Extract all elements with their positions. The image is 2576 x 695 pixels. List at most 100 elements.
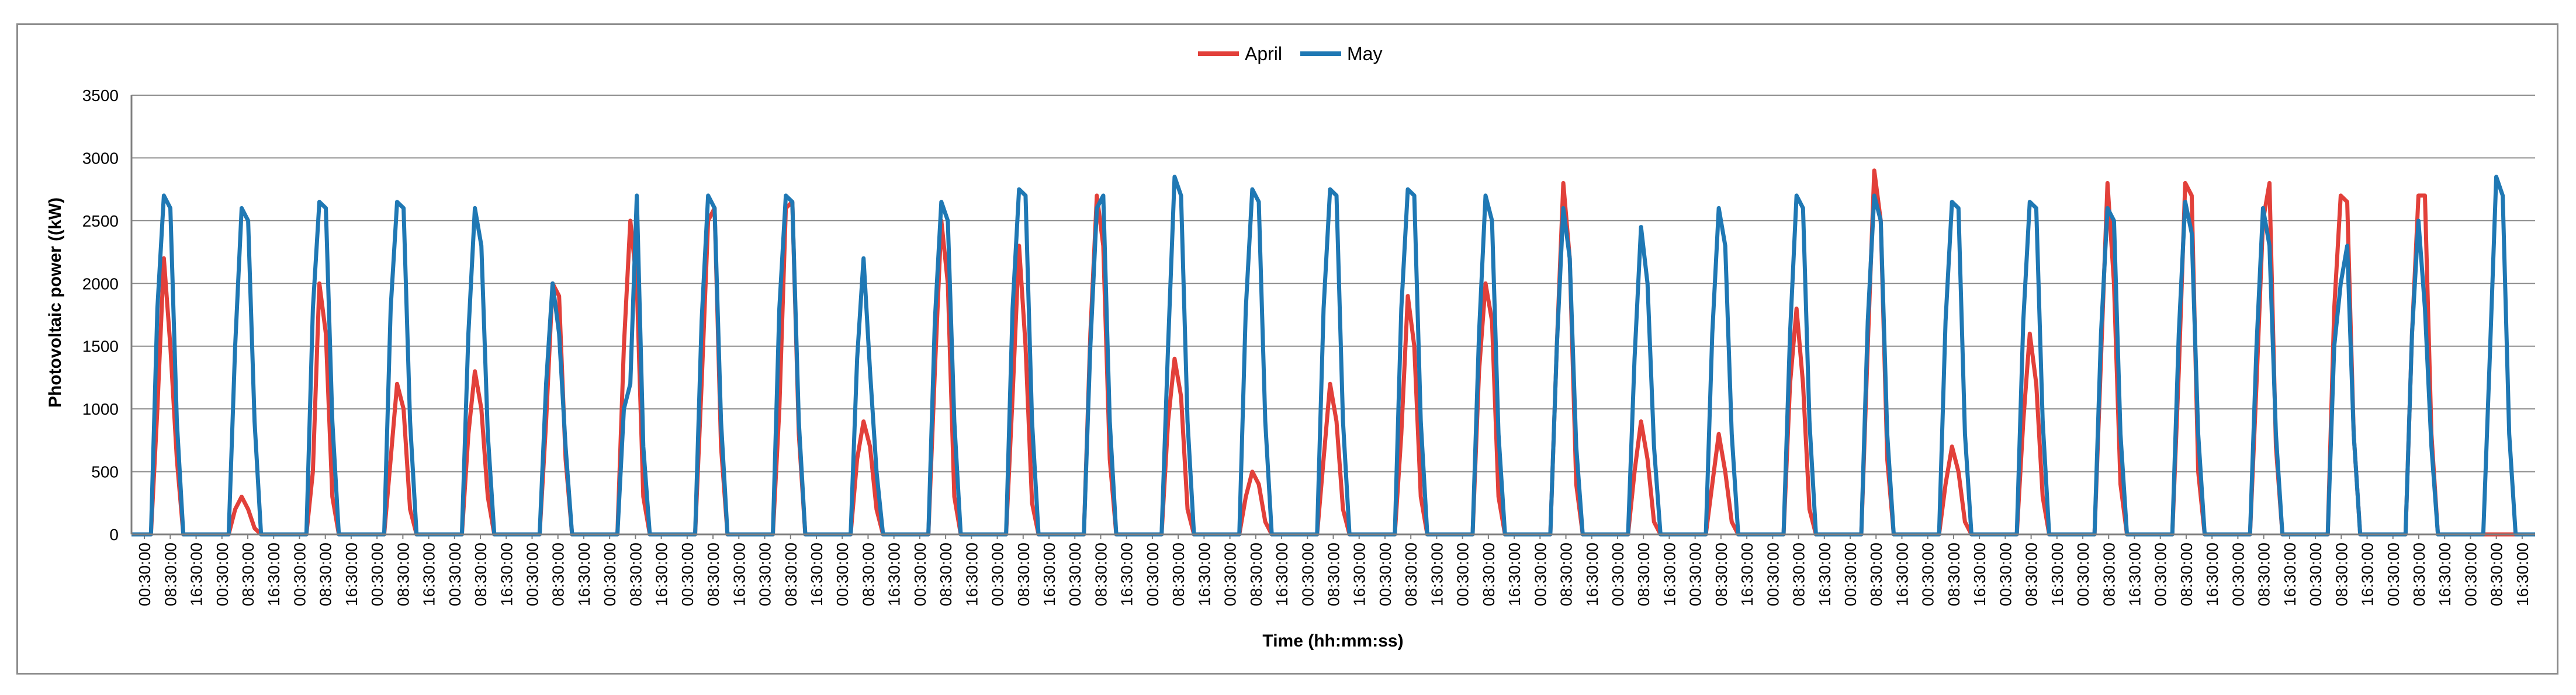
x-tick-label: 00:30:00	[678, 543, 697, 606]
x-tick-label: 16:30:00	[1971, 543, 1989, 606]
x-tick-label: 00:30:00	[2384, 543, 2402, 606]
x-tick-label: 16:30:00	[1583, 543, 1601, 606]
y-tick-label: 2000	[82, 274, 119, 293]
x-tick-label: 08:30:00	[1480, 543, 1498, 606]
x-tick-label: 16:30:00	[653, 543, 671, 606]
x-tick-label: 00:30:00	[833, 543, 851, 606]
x-tick-label: 08:30:00	[704, 543, 722, 606]
y-tick-label: 1000	[82, 400, 119, 418]
x-tick-label: 08:30:00	[1635, 543, 1653, 606]
x-tick-label: 00:30:00	[2461, 543, 2480, 606]
x-tick-label: 16:30:00	[2126, 543, 2144, 606]
x-tick-label: 16:30:00	[2203, 543, 2221, 606]
x-tick-label: 16:30:00	[2513, 543, 2532, 606]
x-tick-label: 00:30:00	[911, 543, 929, 606]
x-tick-label: 00:30:00	[1144, 543, 1162, 606]
x-tick-label: 16:30:00	[2436, 543, 2454, 606]
x-tick-label: 16:30:00	[1660, 543, 1678, 606]
x-tick-label: 08:30:00	[1169, 543, 1187, 606]
x-tick-label: 00:30:00	[1066, 543, 1084, 606]
y-axis-ticks: 0 500 1000 1500 2000 2500 3000 3500	[82, 86, 119, 544]
x-tick-label: 16:30:00	[342, 543, 361, 606]
x-tick-label: 00:30:00	[1454, 543, 1472, 606]
x-tick-label: 16:30:00	[1428, 543, 1446, 606]
x-tick-label: 00:30:00	[1299, 543, 1317, 606]
x-tick-label: 00:30:00	[1764, 543, 1782, 606]
chart-frame	[16, 23, 2558, 675]
x-tick-label: 16:30:00	[497, 543, 515, 606]
x-tick-label: 00:30:00	[756, 543, 774, 606]
x-tick-label: 00:30:00	[2152, 543, 2170, 606]
y-tick-label: 2500	[82, 212, 119, 230]
x-tick-label: 16:30:00	[885, 543, 903, 606]
x-tick-label: 16:30:00	[420, 543, 438, 606]
x-tick-label: 00:30:00	[2074, 543, 2092, 606]
y-tick-label: 500	[91, 463, 119, 481]
x-tick-label: 00:30:00	[1687, 543, 1705, 606]
x-tick-label: 08:30:00	[2410, 543, 2428, 606]
x-tick-label: 16:30:00	[1816, 543, 1834, 606]
x-tick-label: 08:30:00	[1247, 543, 1265, 606]
x-tick-label: 08:30:00	[472, 543, 490, 606]
x-tick-label: 08:30:00	[2488, 543, 2506, 606]
x-tick-label: 08:30:00	[782, 543, 800, 606]
x-tick-label: 00:30:00	[446, 543, 464, 606]
x-tick-label: 16:30:00	[808, 543, 826, 606]
x-tick-label: 08:30:00	[626, 543, 645, 606]
x-tick-label: 08:30:00	[549, 543, 567, 606]
y-tick-label: 0	[109, 526, 119, 544]
legend-label-may: May	[1347, 43, 1382, 64]
legend: April May	[1198, 43, 1382, 64]
x-tick-label: 16:30:00	[265, 543, 283, 606]
x-tick-label: 00:30:00	[2229, 543, 2247, 606]
y-axis-title: Photovoltaic power ((kW)	[46, 197, 65, 408]
x-tick-label: 00:30:00	[2307, 543, 2325, 606]
x-tick-label: 16:30:00	[1273, 543, 1291, 606]
x-tick-label: 16:30:00	[1893, 543, 1911, 606]
x-tick-label: 08:30:00	[1325, 543, 1343, 606]
x-tick-label: 16:30:00	[962, 543, 981, 606]
x-axis-ticks: 00:30:00 08:30:00 16:30:00 00:30:00 08:30:00…	[136, 534, 2532, 606]
x-tick-label: 16:30:00	[2359, 543, 2377, 606]
x-tick-label: 08:30:00	[859, 543, 877, 606]
x-tick-label: 08:30:00	[937, 543, 955, 606]
legend-label-april: April	[1245, 43, 1282, 64]
x-tick-label: 16:30:00	[1195, 543, 1213, 606]
x-tick-label: 00:30:00	[1919, 543, 1937, 606]
x-tick-label: 00:30:00	[368, 543, 386, 606]
x-tick-label: 08:30:00	[2100, 543, 2118, 606]
x-tick-label: 00:30:00	[1841, 543, 1860, 606]
x-tick-label: 00:30:00	[136, 543, 154, 606]
x-axis-title: Time (hh:mm:ss)	[1262, 631, 1403, 651]
x-tick-label: 08:30:00	[239, 543, 257, 606]
series-line-may	[131, 175, 2535, 537]
x-tick-label: 16:30:00	[1040, 543, 1058, 606]
x-tick-label: 08:30:00	[1712, 543, 1730, 606]
x-tick-label: 08:30:00	[1945, 543, 1963, 606]
x-tick-label: 00:30:00	[1996, 543, 2014, 606]
x-tick-label: 00:30:00	[524, 543, 542, 606]
y-tick-label: 3000	[82, 149, 119, 167]
x-tick-label: 08:30:00	[161, 543, 179, 606]
x-tick-label: 08:30:00	[2332, 543, 2350, 606]
x-tick-label: 16:30:00	[575, 543, 593, 606]
x-tick-label: 00:30:00	[290, 543, 309, 606]
x-tick-label: 16:30:00	[1738, 543, 1756, 606]
x-tick-label: 00:30:00	[1376, 543, 1394, 606]
x-tick-label: 16:30:00	[1351, 543, 1369, 606]
x-tick-label: 08:30:00	[1557, 543, 1576, 606]
x-tick-label: 08:30:00	[1790, 543, 1808, 606]
x-tick-label: 08:30:00	[1015, 543, 1033, 606]
x-tick-label: 00:30:00	[1221, 543, 1239, 606]
series-lines	[131, 168, 2535, 537]
x-tick-label: 08:30:00	[317, 543, 335, 606]
x-tick-label: 00:30:00	[1609, 543, 1627, 606]
y-tick-label: 3500	[82, 86, 119, 105]
x-tick-label: 08:30:00	[1867, 543, 1885, 606]
x-tick-label: 16:30:00	[730, 543, 748, 606]
y-tick-label: 1500	[82, 338, 119, 356]
x-tick-label: 00:30:00	[601, 543, 619, 606]
x-tick-label: 00:30:00	[989, 543, 1007, 606]
x-tick-label: 00:30:00	[1531, 543, 1549, 606]
